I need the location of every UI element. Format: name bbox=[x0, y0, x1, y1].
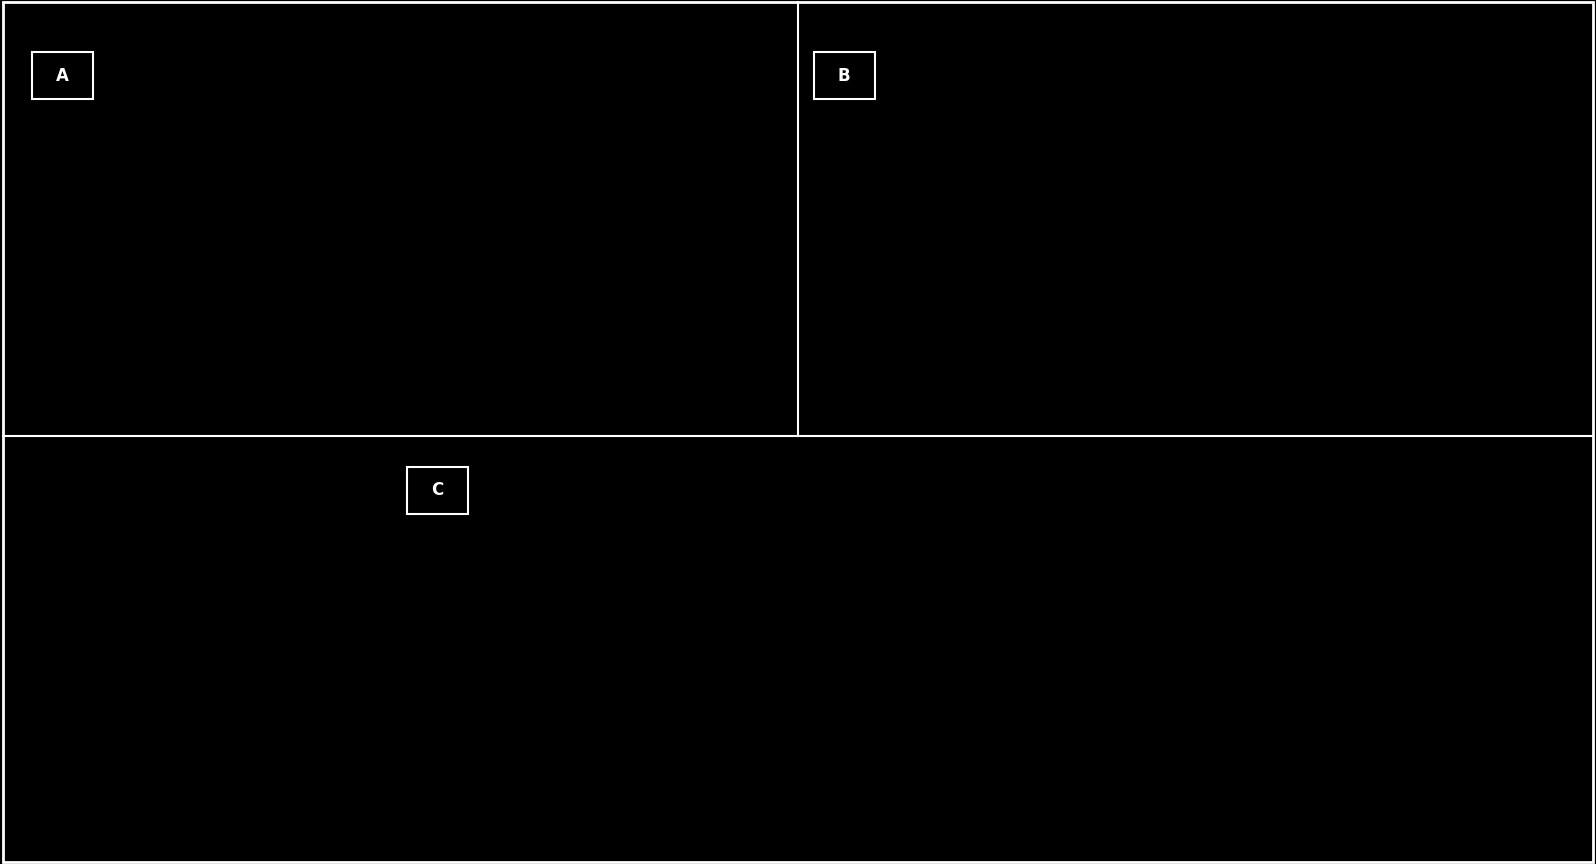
Bar bbox=[763, 562, 792, 812]
Bar bbox=[1272, 252, 1301, 397]
Text: C: C bbox=[431, 481, 444, 499]
Bar bbox=[461, 250, 490, 397]
Bar bbox=[519, 187, 547, 397]
Legend: Kontrola, Cu 25 μM, Cu 75 μM, Cu 125 μM: Kontrola, Cu 25 μM, Cu 75 μM, Cu 125 μM bbox=[619, 58, 723, 151]
Bar bbox=[982, 252, 1010, 397]
Bar bbox=[1084, 230, 1112, 397]
Bar bbox=[490, 263, 519, 397]
Bar bbox=[894, 605, 922, 812]
Bar bbox=[517, 734, 546, 812]
Bar bbox=[547, 128, 576, 397]
Bar bbox=[330, 283, 359, 397]
Bar bbox=[171, 283, 200, 397]
Bar bbox=[546, 717, 575, 812]
Bar bbox=[603, 664, 632, 812]
Bar bbox=[734, 654, 763, 812]
Bar bbox=[359, 197, 388, 397]
Bar bbox=[953, 284, 982, 397]
Bar bbox=[1112, 274, 1141, 397]
Legend: Kontrola, Cd 25 μM, Cd 75 μM, Cd 125 μM: Kontrola, Cd 25 μM, Cd 75 μM, Cd 125 μM bbox=[994, 473, 1098, 566]
Bar bbox=[575, 690, 603, 812]
Bar bbox=[302, 216, 330, 397]
Text: B: B bbox=[838, 67, 851, 85]
Y-axis label: MT μg/mg
proteinu: MT μg/mg proteinu bbox=[838, 187, 867, 262]
Bar bbox=[677, 631, 705, 812]
Bar bbox=[142, 319, 171, 397]
Bar bbox=[1301, 179, 1329, 397]
Title: Zinek: Zinek bbox=[1116, 31, 1167, 49]
Bar bbox=[922, 549, 951, 812]
Bar bbox=[200, 263, 228, 397]
Title: Kadmium: Kadmium bbox=[689, 446, 779, 464]
Y-axis label: MT μg/mg
proteinu: MT μg/mg proteinu bbox=[56, 187, 85, 262]
Bar bbox=[865, 677, 894, 812]
Bar bbox=[1010, 175, 1039, 397]
Bar bbox=[924, 310, 953, 397]
Bar bbox=[1141, 172, 1170, 397]
Bar bbox=[228, 167, 257, 397]
Bar bbox=[388, 157, 417, 397]
Text: A: A bbox=[56, 67, 69, 85]
Legend: Kontrola, Zn 25 μM, Zn75 μM, Zn 125 μM: Kontrola, Zn 25 μM, Zn75 μM, Zn 125 μM bbox=[1401, 58, 1505, 151]
Bar bbox=[836, 664, 865, 812]
Y-axis label: MT μg/mg
proteinu: MT μg/mg proteinu bbox=[431, 602, 460, 677]
Bar bbox=[1243, 230, 1272, 397]
Bar bbox=[705, 707, 734, 812]
Bar bbox=[1329, 110, 1358, 397]
Bar bbox=[1170, 92, 1199, 397]
Title: Měd': Měd' bbox=[337, 31, 381, 49]
